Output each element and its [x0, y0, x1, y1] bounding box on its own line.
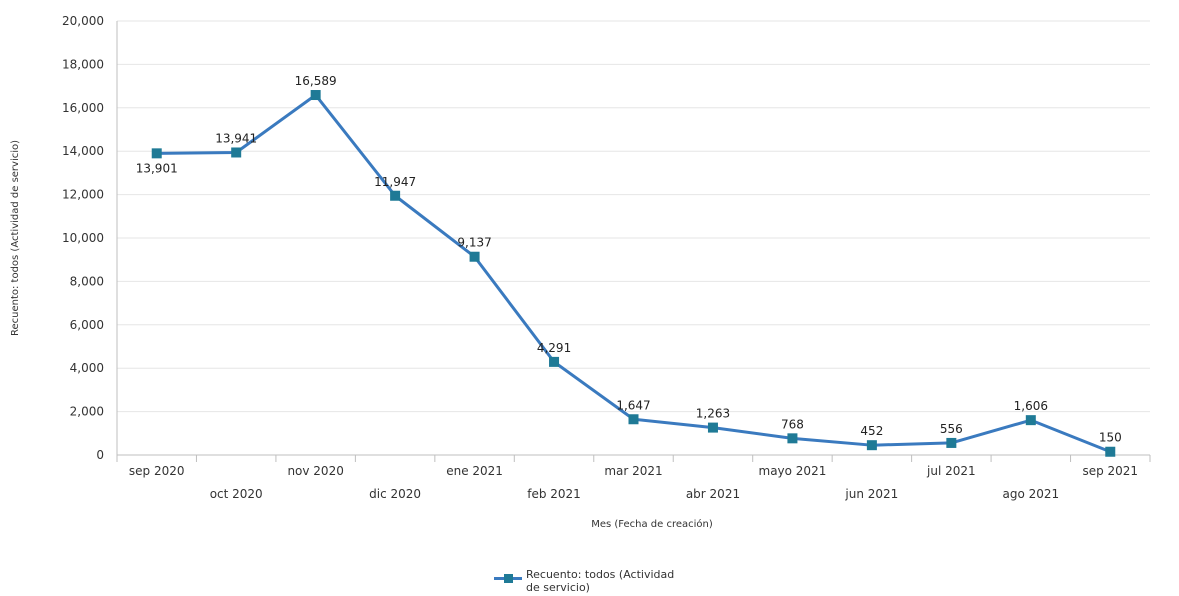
data-point[interactable]	[310, 90, 321, 101]
data-label: 1,606	[1014, 399, 1048, 413]
x-tick-label: ene 2021	[446, 464, 503, 478]
series-line	[151, 90, 1116, 457]
y-axis-title: Recuento: todos (Actividad de servicio)	[10, 140, 21, 336]
data-label: 11,947	[374, 175, 416, 189]
x-tick-label: feb 2021	[527, 487, 581, 501]
x-tick-label: mar 2021	[604, 464, 662, 478]
y-tick-label: 8,000	[70, 274, 104, 288]
x-axis-title: Mes (Fecha de creación)	[591, 518, 713, 530]
data-point[interactable]	[628, 414, 639, 425]
data-labels: 13,901 13,941 16,589 11,947 9,137 4,291 1,647 1…	[136, 74, 1122, 445]
y-tick-label: 16,000	[62, 101, 104, 115]
x-tick-label: ago 2021	[1002, 487, 1059, 501]
x-tick-label: sep 2021	[1082, 464, 1138, 478]
data-point[interactable]	[390, 190, 401, 201]
data-point[interactable]	[787, 433, 798, 444]
x-tick-label: dic 2020	[369, 487, 421, 501]
y-tick-label: 10,000	[62, 231, 104, 245]
y-tick-label: 2,000	[70, 405, 104, 419]
data-label: 1,647	[616, 398, 650, 412]
x-tick-label: abr 2021	[686, 487, 740, 501]
y-tick-label: 18,000	[62, 57, 104, 71]
x-axis: sep 2020 oct 2020 nov 2020 dic 2020 ene 2021…	[116, 21, 1151, 501]
y-tick-label: 6,000	[70, 318, 104, 332]
data-point[interactable]	[549, 356, 560, 367]
y-tick-label: 4,000	[70, 361, 104, 375]
legend[interactable]: Recuento: todos (Actividad de servicio)	[494, 568, 701, 594]
data-label: 452	[860, 424, 883, 438]
x-tick-label: jul 2021	[926, 464, 976, 478]
x-tick-label: oct 2020	[210, 487, 263, 501]
data-label: 4,291	[537, 341, 571, 355]
data-label: 150	[1099, 431, 1122, 445]
data-point[interactable]	[946, 437, 957, 448]
data-point[interactable]	[707, 422, 718, 433]
data-label: 768	[781, 417, 804, 431]
legend-label-line-1: Recuento: todos (Actividad	[526, 568, 675, 581]
y-tick-label: 20,000	[62, 14, 104, 28]
data-point[interactable]	[1105, 446, 1116, 457]
data-label: 556	[940, 422, 963, 436]
data-label: 9,137	[457, 236, 491, 250]
data-point[interactable]	[151, 148, 162, 159]
legend-label: Recuento: todos (Actividad de servicio)	[526, 568, 701, 594]
legend-label-line-2: de servicio)	[526, 581, 590, 594]
data-point[interactable]	[469, 251, 480, 262]
x-tick-label: mayo 2021	[759, 464, 827, 478]
legend-swatch-icon	[494, 570, 522, 586]
data-point[interactable]	[231, 147, 242, 158]
data-point[interactable]	[1025, 415, 1036, 426]
x-tick-label: nov 2020	[287, 464, 343, 478]
x-tick-label: sep 2020	[129, 464, 185, 478]
data-label: 16,589	[295, 74, 337, 88]
x-tick-label: jun 2021	[844, 487, 898, 501]
y-tick-label: 14,000	[62, 144, 104, 158]
data-label: 1,263	[696, 407, 730, 421]
data-label: 13,901	[136, 161, 178, 175]
y-tick-label: 12,000	[62, 188, 104, 202]
y-axis-ticks: 20,000 18,000 16,000 14,000 12,000 10,000 8,00…	[62, 14, 104, 462]
y-tick-label: 0	[96, 448, 104, 462]
data-label: 13,941	[215, 131, 257, 145]
data-point[interactable]	[866, 440, 877, 451]
grid-lines	[117, 20, 1150, 413]
